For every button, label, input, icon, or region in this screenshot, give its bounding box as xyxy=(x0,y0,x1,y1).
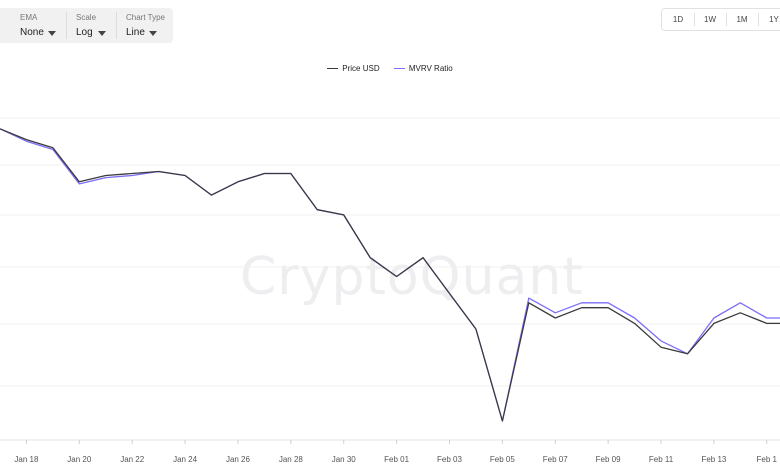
range-1w-button[interactable]: 1W xyxy=(704,15,716,24)
scale-label: Scale xyxy=(76,13,97,22)
x-tick-label: Feb 03 xyxy=(437,455,462,464)
chart-controls: EMA None Scale Log Chart Type Line xyxy=(0,8,173,43)
x-tick-label: Jan 30 xyxy=(332,455,357,464)
divider xyxy=(66,12,67,39)
x-tick-label: Jan 28 xyxy=(279,455,304,464)
legend-swatch xyxy=(393,68,405,70)
chart-type-value: Line xyxy=(126,27,145,38)
x-tick-label: Feb 07 xyxy=(543,455,568,464)
legend-swatch xyxy=(327,68,339,70)
legend-item-price[interactable]: Price USD xyxy=(327,64,380,73)
x-tick-label: Feb 1 xyxy=(757,455,778,464)
chart-type-label: Chart Type xyxy=(126,13,165,22)
legend-item-mvrv[interactable]: MVRV Ratio xyxy=(393,64,453,73)
chart-legend: Price USD MVRV Ratio xyxy=(0,64,780,73)
x-tick-label: Feb 01 xyxy=(384,455,409,464)
divider xyxy=(758,13,759,26)
chevron-down-icon xyxy=(98,31,106,36)
chevron-down-icon xyxy=(149,31,157,36)
x-tick-label: Jan 20 xyxy=(67,455,92,464)
ema-label: EMA xyxy=(20,13,38,22)
ema-value: None xyxy=(20,27,44,38)
divider xyxy=(694,13,695,26)
x-tick-label: Feb 09 xyxy=(596,455,621,464)
range-1m-button[interactable]: 1M xyxy=(736,15,748,24)
scale-value: Log xyxy=(76,27,93,38)
legend-label-price: Price USD xyxy=(342,64,380,73)
watermark: CryptoQuant xyxy=(240,247,584,307)
range-1d-button[interactable]: 1D xyxy=(672,15,684,24)
x-tick-label: Jan 18 xyxy=(14,455,39,464)
x-tick-label: Jan 22 xyxy=(120,455,145,464)
divider xyxy=(726,13,727,26)
range-1y-button[interactable]: 1Y xyxy=(769,15,779,24)
x-tick-label: Feb 11 xyxy=(649,455,674,464)
x-tick-label: Jan 26 xyxy=(226,455,251,464)
series-line-price-usd[interactable] xyxy=(0,128,780,422)
time-range-selector: 1D 1W 1M 1Y xyxy=(661,8,780,31)
legend-label-mvrv: MVRV Ratio xyxy=(408,64,453,73)
x-tick-label: Feb 13 xyxy=(701,455,726,464)
x-tick-label: Feb 05 xyxy=(490,455,515,464)
chevron-down-icon xyxy=(48,31,56,36)
x-tick-label: Jan 24 xyxy=(173,455,198,464)
divider xyxy=(116,12,117,39)
series-line-mvrv-ratio[interactable] xyxy=(0,128,780,422)
